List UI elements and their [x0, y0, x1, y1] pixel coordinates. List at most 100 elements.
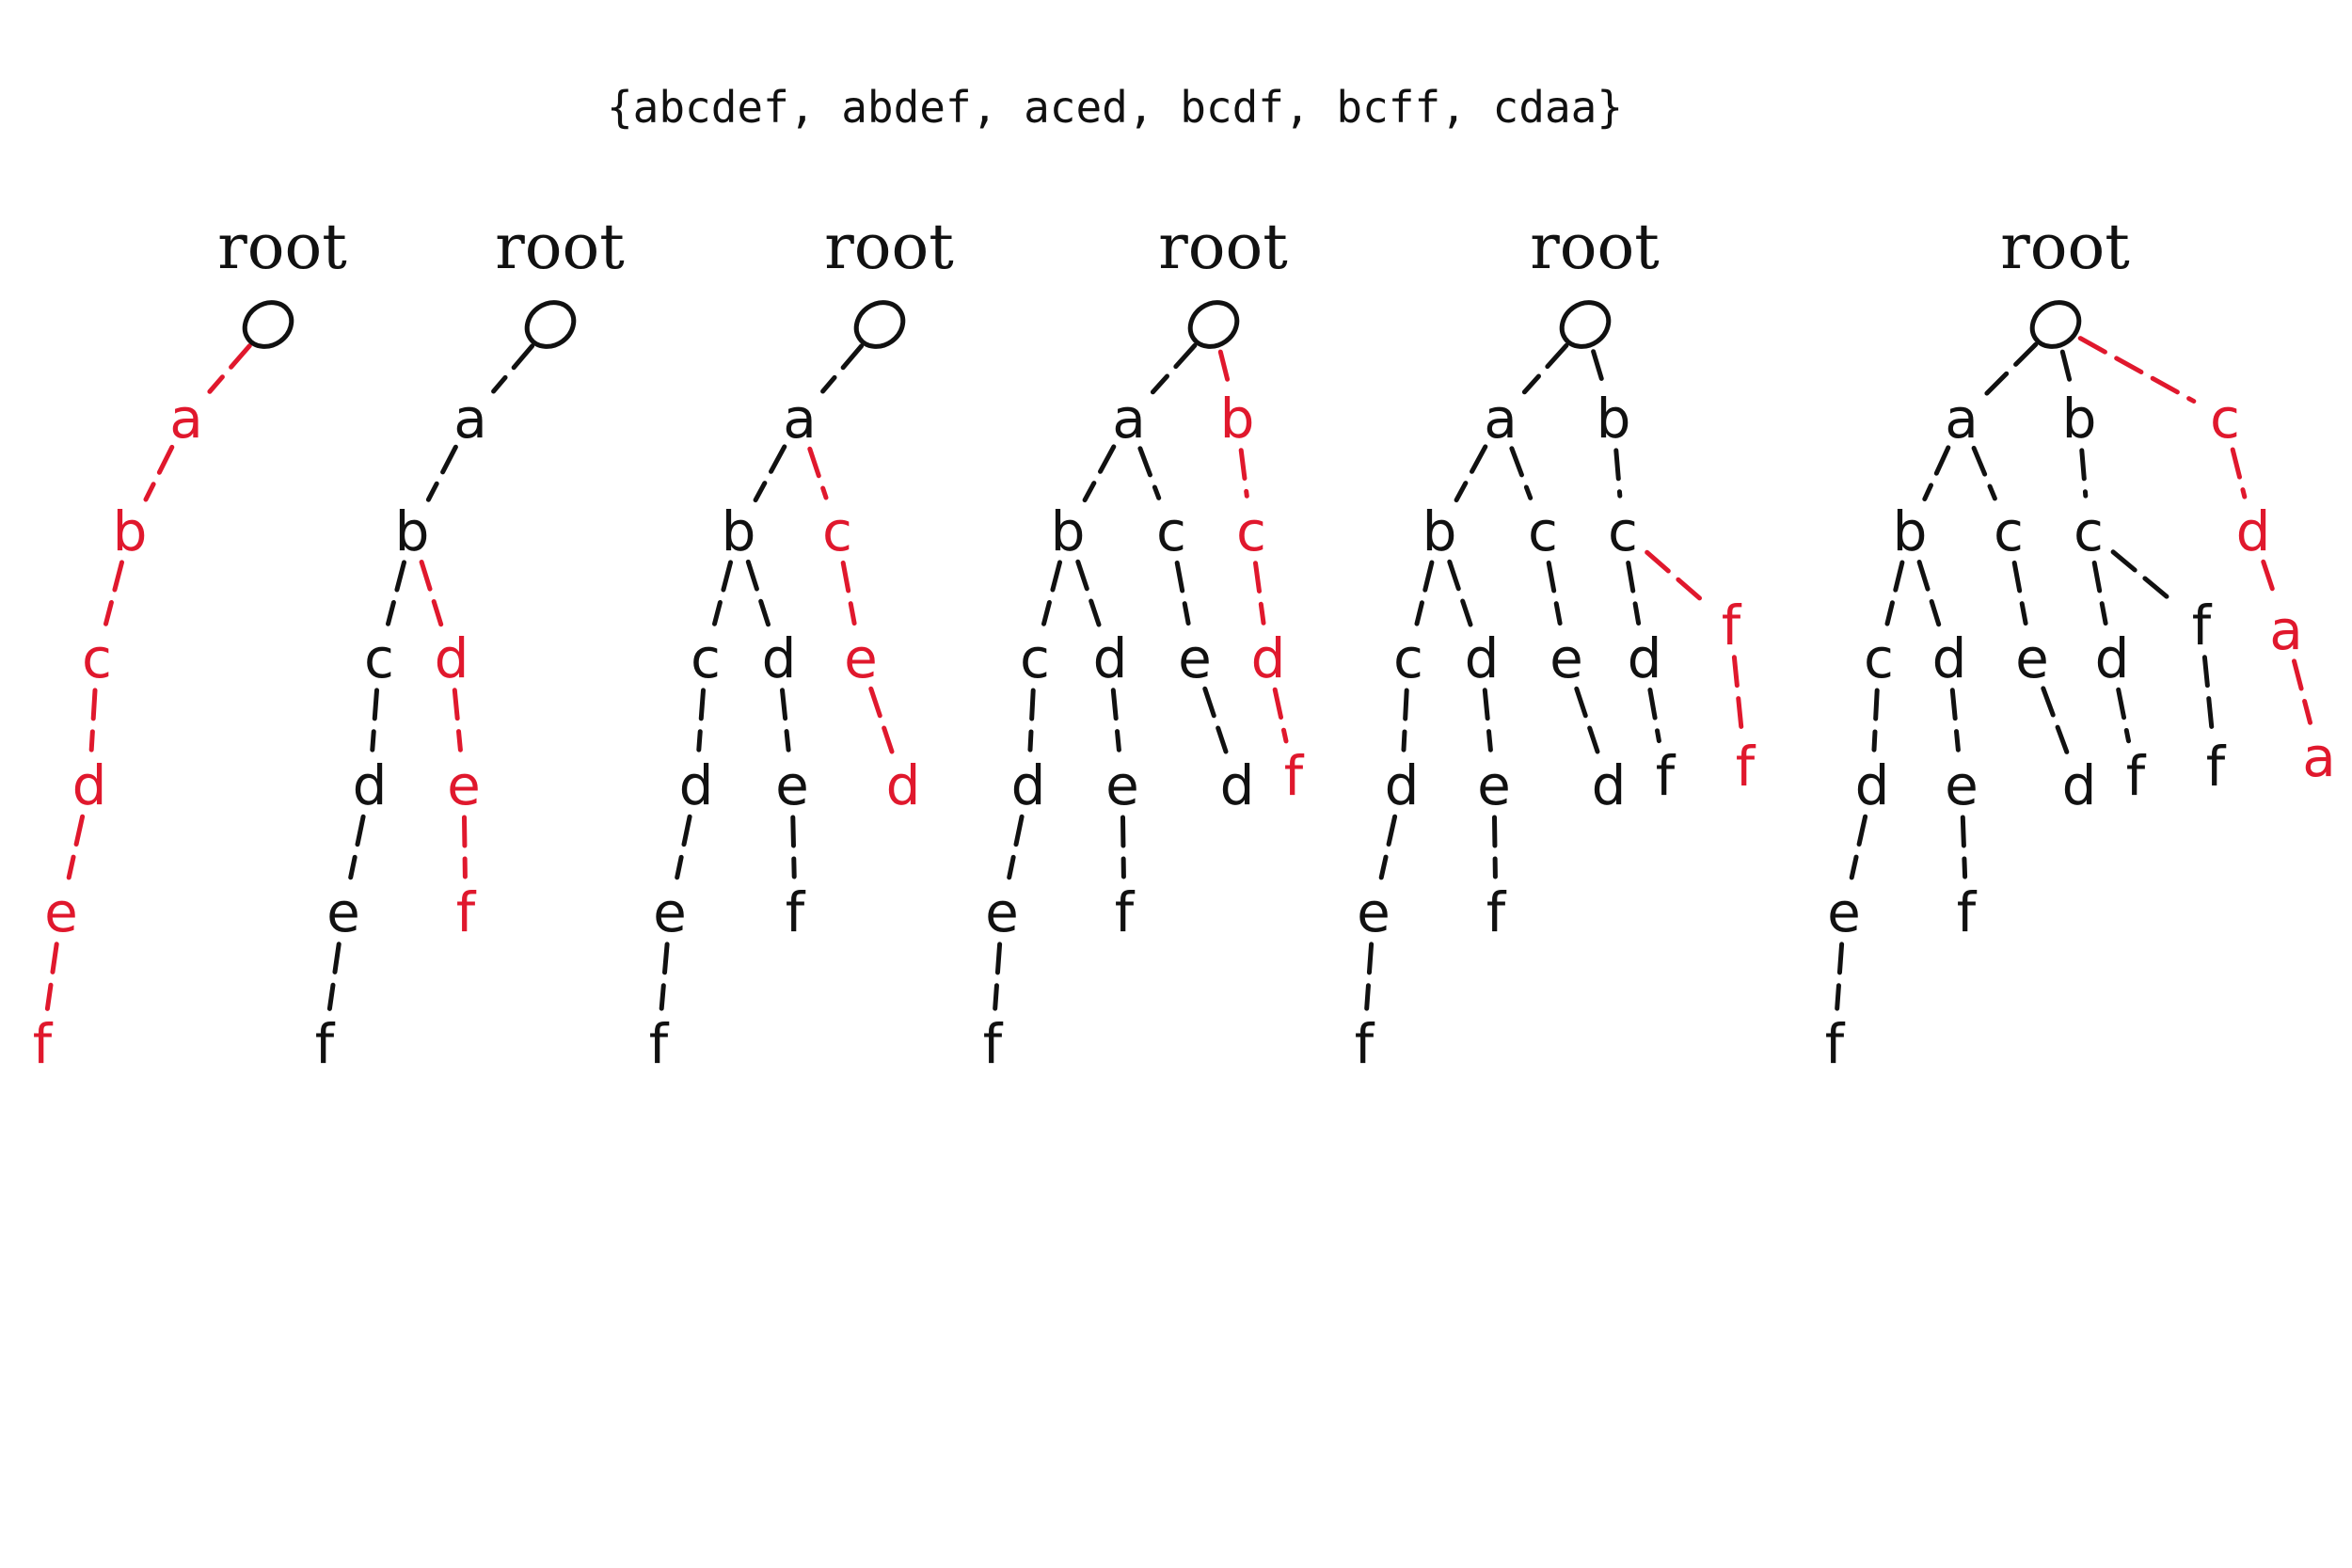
- trie-node-d: d: [679, 753, 714, 817]
- trie-node-b: b: [2062, 387, 2097, 451]
- trie-edge: [1150, 342, 1198, 395]
- trie-node-c: c: [1608, 499, 1638, 563]
- trie-edge: [1971, 445, 1997, 501]
- trie-edge: [2091, 560, 2108, 626]
- trie-node-e: e: [653, 880, 687, 944]
- trie-node-e: e: [1945, 753, 1979, 817]
- trie-node-b: b: [1051, 499, 1086, 563]
- trie-edge: [1447, 559, 1473, 627]
- trie-edge: [1626, 561, 1642, 626]
- root-label: root: [217, 211, 347, 283]
- trie-node-c: c: [364, 626, 394, 690]
- trie-node-c: c: [1020, 626, 1050, 690]
- trie-edge: [370, 688, 379, 752]
- trie-edge: [462, 815, 468, 879]
- trie-node-f: f: [1284, 744, 1305, 808]
- trie-edge: [993, 942, 1003, 1011]
- trie-node-a: a: [2302, 725, 2336, 789]
- trie-panel-1: root abcde f: [33, 211, 347, 1076]
- trie-node-d: d: [72, 753, 107, 817]
- trie-node-b: b: [1220, 387, 1255, 451]
- trie-node-d: d: [1251, 626, 1286, 690]
- trie-edge: [1731, 655, 1744, 734]
- trie-node-f: f: [2126, 744, 2147, 808]
- root-node: [1559, 300, 1612, 349]
- trie-edge: [1984, 341, 2039, 396]
- trie-edge: [1041, 560, 1062, 626]
- trie-node-d: d: [762, 626, 797, 690]
- trie-node-b: b: [1422, 499, 1457, 563]
- trie-node-c: c: [1156, 499, 1186, 563]
- trie-edge: [1110, 688, 1121, 752]
- trie-edge: [1647, 688, 1661, 744]
- root-node: [242, 300, 294, 349]
- trie-edge: [386, 560, 406, 626]
- trie-node-a: a: [453, 387, 487, 451]
- trie-node-a: a: [2269, 598, 2303, 662]
- trie-node-c: c: [1236, 499, 1266, 563]
- trie-edge: [1492, 815, 1498, 879]
- trie-edge: [2059, 349, 2074, 387]
- trie-edge: [1949, 688, 1961, 752]
- trie-node-d: d: [886, 753, 921, 817]
- trie-edge: [1238, 448, 1249, 499]
- trie-node-c: c: [1393, 626, 1423, 690]
- trie-node-f: f: [1825, 1012, 1846, 1076]
- trie-node-d: d: [1855, 753, 1890, 817]
- root-node: [2029, 300, 2082, 349]
- trie-node-f: f: [786, 880, 806, 944]
- trie-node-c: c: [2210, 387, 2240, 451]
- trie-node-e: e: [1105, 753, 1139, 817]
- root-label: root: [1158, 211, 1288, 283]
- root-node: [853, 300, 906, 349]
- trie-edge: [491, 343, 535, 394]
- trie-node-c: c: [1994, 499, 2024, 563]
- trie-edge: [1922, 445, 1951, 501]
- root-label: root: [2000, 211, 2130, 283]
- trie-node-f: f: [1957, 880, 1978, 944]
- trie-edge: [1645, 549, 1707, 605]
- trie-edge: [659, 942, 670, 1011]
- trie-node-e: e: [447, 753, 481, 817]
- trie-node-a: a: [1484, 387, 1518, 451]
- trie-edge: [1414, 560, 1435, 626]
- trie-edge: [1378, 814, 1398, 880]
- trie-edge: [1364, 942, 1375, 1011]
- trie-node-b: b: [722, 499, 756, 563]
- trie-node-f: f: [1486, 880, 1507, 944]
- trie-edge: [44, 942, 59, 1011]
- trie-node-b: b: [113, 499, 148, 563]
- trie-node-f: f: [315, 1012, 336, 1076]
- trie-edge: [807, 446, 829, 500]
- trie-node-f: f: [2206, 735, 2227, 799]
- trie-edge: [840, 560, 857, 626]
- trie-edge: [1849, 814, 1868, 880]
- trie-node-d: d: [353, 753, 388, 817]
- trie-node-c: c: [1864, 626, 1894, 690]
- trie-node-f: f: [1115, 880, 1136, 944]
- trie-edge: [1574, 686, 1600, 754]
- trie-node-f: f: [33, 1012, 54, 1076]
- trie-node-e: e: [326, 880, 360, 944]
- trie-node-c: c: [691, 626, 721, 690]
- trie-node-f: f: [1355, 1012, 1375, 1076]
- trie-edge: [1202, 686, 1229, 754]
- trie-edge: [1075, 559, 1102, 627]
- trie-node-e: e: [2015, 626, 2049, 690]
- word-set-title: {abcdef, abdef, aced, bcdf, bcff, cdaa}: [607, 82, 1623, 133]
- trie-node-b: b: [1597, 387, 1631, 451]
- trie-node-b: b: [395, 499, 430, 563]
- trie-edge: [143, 444, 175, 502]
- trie-node-e: e: [1549, 626, 1583, 690]
- trie-edge: [326, 942, 342, 1011]
- trie-edge: [2230, 447, 2248, 499]
- trie-edge: [88, 688, 98, 752]
- trie-edge: [419, 560, 444, 627]
- trie-node-d: d: [1592, 753, 1627, 817]
- trie-node-d: d: [1465, 626, 1500, 690]
- trie-node-f: f: [1736, 735, 1756, 799]
